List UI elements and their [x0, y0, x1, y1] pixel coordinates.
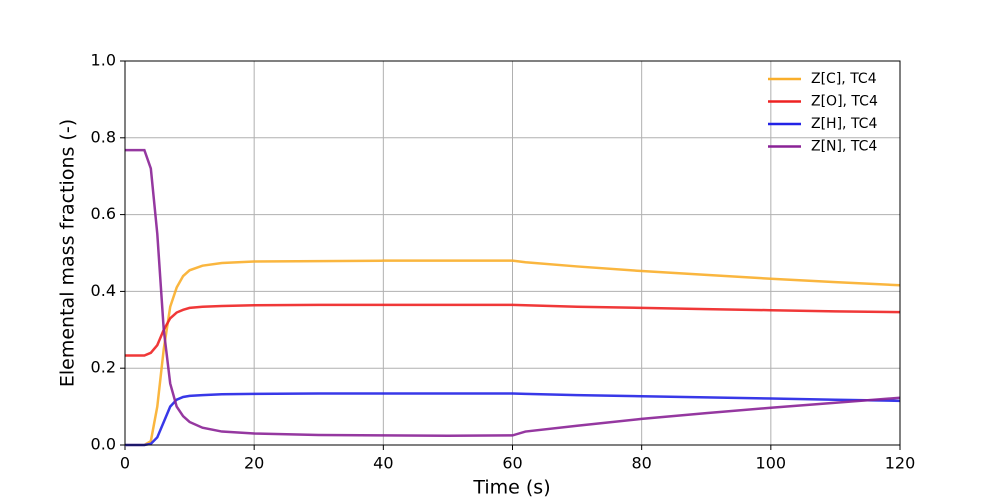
data-line [125, 392, 901, 447]
x-tick-label: 40 [373, 454, 393, 473]
data-line [125, 303, 901, 357]
legend-label: Z[C], TC4 [811, 71, 877, 87]
x-axis-title: Time (s) [472, 477, 550, 499]
x-tick-label: 60 [502, 454, 522, 473]
y-tick-label: 0.0 [91, 435, 116, 454]
y-tick-label: 0.6 [91, 204, 116, 223]
x-tick-label: 20 [244, 454, 264, 473]
data-line [125, 259, 901, 447]
plot-frame [124, 60, 901, 446]
legend-label: Z[O], TC4 [811, 94, 878, 110]
y-tick-label: 0.2 [91, 358, 116, 377]
y-axis-title: Elemental mass fractions (-) [57, 119, 79, 387]
y-tick-label: 1.0 [91, 51, 116, 70]
legend-label: Z[H], TC4 [811, 116, 877, 132]
x-tick-label: 100 [756, 454, 787, 473]
legend-label: Z[N], TC4 [811, 139, 877, 155]
x-tick-label: 80 [631, 454, 651, 473]
y-tick-label: 0.8 [91, 127, 116, 146]
x-tick-label: 0 [120, 454, 130, 473]
data-line [125, 148, 901, 438]
x-tick-label: 120 [885, 454, 916, 473]
y-tick-label: 0.4 [91, 281, 116, 300]
